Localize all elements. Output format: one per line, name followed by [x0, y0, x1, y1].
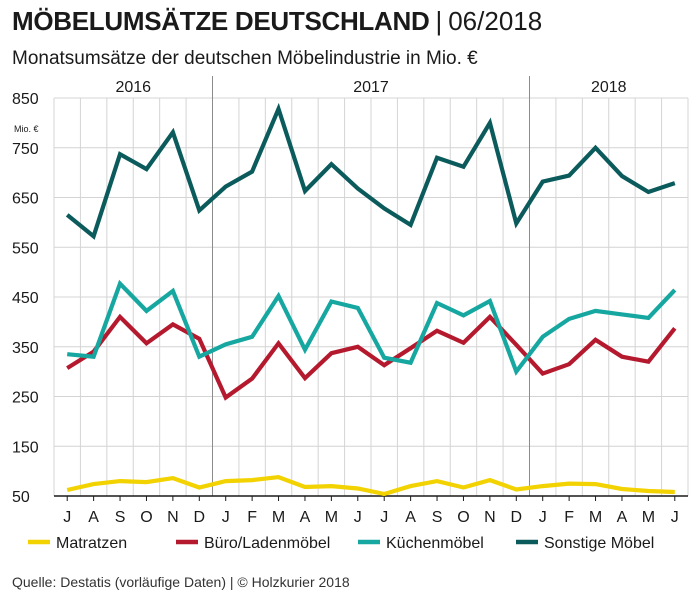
x-tick-label: A	[88, 509, 99, 526]
x-tick-label: A	[405, 509, 416, 526]
legend-label-matratzen: Matratzen	[56, 535, 127, 552]
chart-title-date: 06/2018	[448, 6, 543, 36]
year-label-2016: 2016	[115, 79, 151, 96]
chart-title: MÖBELUMSÄTZE DEUTSCHLAND | 06/2018	[12, 6, 542, 37]
x-tick-label: D	[511, 509, 523, 526]
x-tick-label: J	[671, 509, 679, 526]
x-tick-label: D	[194, 509, 206, 526]
x-tick-label: M	[642, 509, 655, 526]
y-axis-unit-label: Mio. €	[14, 124, 39, 134]
y-tick-label: 750	[12, 141, 39, 158]
x-tick-label: M	[325, 509, 338, 526]
y-tick-label: 350	[12, 340, 39, 357]
legend-label-sonstige-möbel: Sonstige Möbel	[544, 535, 654, 552]
x-tick-label: F	[564, 509, 574, 526]
y-tick-label: 150	[12, 439, 39, 456]
x-tick-label: M	[272, 509, 285, 526]
x-tick-label: J	[380, 509, 388, 526]
x-tick-label: A	[300, 509, 311, 526]
series-line-büro-ladenmöbel	[66, 313, 677, 401]
legend-label-küchenmöbel: Küchenmöbel	[386, 535, 484, 552]
chart-subtitle: Monatsumsätze der deutschen Möbelindustr…	[12, 48, 478, 69]
series-line-sonstige-möbel	[65, 102, 676, 240]
x-tick-label: J	[222, 509, 230, 526]
chart-title-main: MÖBELUMSÄTZE DEUTSCHLAND	[12, 6, 430, 36]
y-tick-label: 450	[12, 290, 39, 307]
x-tick-label: M	[589, 509, 602, 526]
x-tick-label: J	[539, 509, 547, 526]
series-line-matratzen	[66, 474, 675, 497]
x-tick-label: S	[115, 509, 126, 526]
year-label-2017: 2017	[353, 79, 389, 96]
y-tick-label: 50	[12, 489, 30, 506]
year-label-2018: 2018	[591, 79, 627, 96]
title-separator: |	[435, 6, 443, 36]
x-tick-label: N	[484, 509, 496, 526]
x-tick-label: N	[167, 509, 179, 526]
source-note: Quelle: Destatis (vorläufige Daten) | © …	[12, 574, 350, 590]
y-tick-label: 650	[12, 191, 39, 208]
x-tick-label: S	[432, 509, 443, 526]
x-tick-label: F	[247, 509, 257, 526]
legend-label-büro-ladenmöbel: Büro/Ladenmöbel	[204, 535, 330, 552]
x-tick-label: A	[617, 509, 628, 526]
series-line-küchenmöbel	[67, 279, 677, 376]
x-tick-label: O	[457, 509, 469, 526]
x-tick-label: J	[63, 509, 71, 526]
y-tick-label: 250	[12, 390, 39, 407]
x-tick-label: J	[354, 509, 362, 526]
y-tick-label: 550	[12, 240, 39, 257]
x-tick-label: O	[140, 509, 152, 526]
y-tick-label: 850	[12, 91, 39, 108]
